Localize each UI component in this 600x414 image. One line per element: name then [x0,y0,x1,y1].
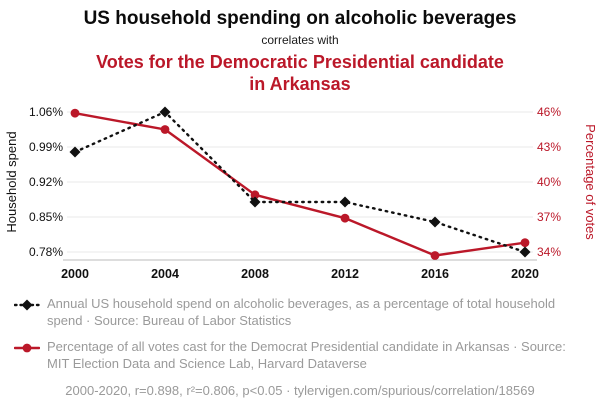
y-left-tick-label: 0.99% [29,140,63,154]
series-point-diamond [429,216,441,228]
series-point-diamond [519,246,531,258]
x-tick-label: 2000 [61,267,89,281]
stats-and-source-footer: 2000-2020, r=0.898, r²=0.806, p<0.05 · t… [65,383,535,399]
y-right-axis-title: Percentage of votes [583,124,598,240]
series-point-circle [520,238,530,247]
series-point-circle [430,251,440,260]
x-tick-label: 2004 [151,267,179,281]
legend-item-votes: Percentage of all votes cast for the Dem… [14,339,586,373]
series-line [73,111,527,257]
series-point-diamond [159,106,171,118]
series-line [73,110,527,254]
y-left-tick-label: 0.85% [29,210,63,224]
y-right-tick-label: 43% [537,140,561,154]
y-left-tick-label: 1.06% [29,105,63,119]
x-tick-label: 2016 [421,267,449,281]
legend-item-household-spend: Annual US household spend on alcoholic b… [14,296,586,330]
series-point-diamond [339,196,351,208]
correlated-variable-title: Votes for the Democratic Presidential ca… [96,52,504,94]
correlates-with-label: correlates with [261,33,339,47]
page-title: US household spending on alcoholic bever… [83,8,517,29]
series-point-circle [160,125,170,134]
spend-series-marker-icon [14,299,40,311]
y-left-tick-label: 0.92% [29,175,63,189]
legend-text-household-spend: Annual US household spend on alcoholic b… [47,295,556,328]
series-point-circle [340,213,350,223]
series-point-circle [70,108,80,118]
series-point-circle [250,190,260,200]
x-tick-label: 2008 [241,267,269,281]
y-right-tick-label: 37% [537,210,561,224]
y-left-axis-title: Household spend [4,131,19,232]
y-right-tick-label: 34% [537,245,561,259]
y-right-tick-label: 40% [537,175,561,189]
x-tick-label: 2020 [511,267,539,281]
legend-text-votes: Percentage of all votes cast for the Dem… [47,338,566,371]
series-point-diamond [69,146,81,158]
y-left-tick-label: 0.78% [29,245,63,259]
chart-legend: Annual US household spend on alcoholic b… [0,292,600,373]
correlation-line-chart: 1.06% 0.99% 0.92% 0.85% 0.78% 46% 43% 40% 37% 34%… [4,105,598,281]
votes-series-marker-icon [14,343,40,353]
x-tick-label: 2012 [331,267,359,281]
series-point-diamond [249,196,261,208]
y-right-tick-label: 46% [537,105,561,119]
